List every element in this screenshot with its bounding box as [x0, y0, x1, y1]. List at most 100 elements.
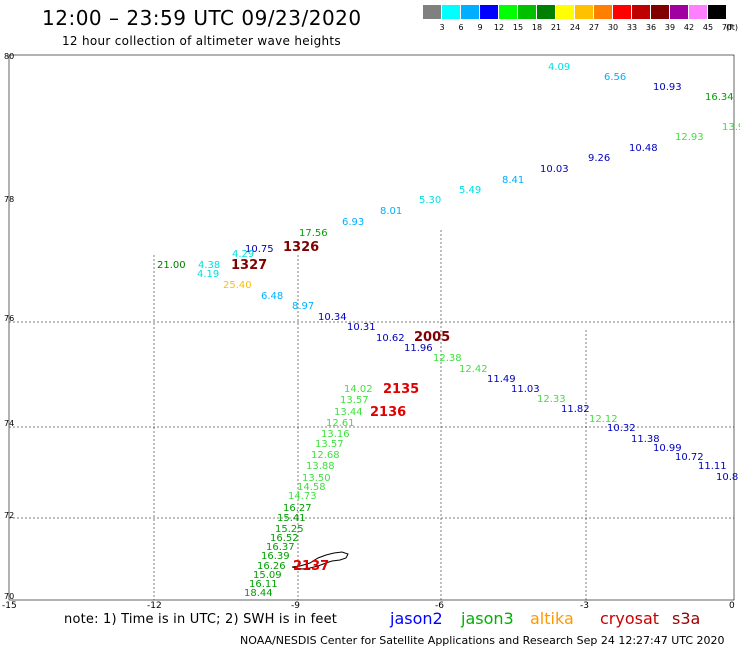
latitude-label: 80 [4, 52, 15, 61]
longitude-label: -3 [580, 601, 589, 611]
swh-value-label: 4.09 [548, 62, 570, 73]
latitude-label: 70 [4, 592, 15, 601]
pass-time-label: 2136 [370, 405, 406, 420]
swh-value-label: 10.32 [607, 423, 636, 434]
swh-value-label: 5.49 [459, 185, 481, 196]
swh-value-label: 13.9 [722, 122, 740, 133]
swh-value-label: 8.41 [502, 175, 524, 186]
swh-value-label: 13.88 [306, 461, 335, 472]
swh-value-label: 16.39 [261, 551, 290, 562]
swh-value-label: 10.03 [540, 164, 569, 175]
color-scale-label: 21 [550, 23, 562, 32]
color-scale-label: 6 [458, 23, 464, 32]
color-scale-swatch [708, 5, 726, 19]
color-scale-swatch [613, 5, 631, 19]
satellite-legend-item: s3a [672, 609, 701, 628]
swh-value-label: 5.30 [419, 195, 441, 206]
color-scale-swatch [518, 5, 536, 19]
color-scale-swatch [461, 5, 479, 19]
color-scale-swatch [480, 5, 498, 19]
latitude-label: 76 [4, 314, 15, 323]
satellite-legend-item: cryosat [600, 609, 660, 628]
swh-value-label: 14.58 [297, 482, 326, 493]
swh-value-label: 12.12 [589, 414, 618, 425]
swh-value-label: 6.48 [261, 291, 283, 302]
latitude-label: 74 [4, 419, 15, 428]
swh-value-label: 11.11 [698, 461, 727, 472]
swh-value-label: 8.97 [292, 301, 314, 312]
longitude-label: -12 [147, 601, 162, 611]
color-scale-swatch [442, 5, 460, 19]
page-subtitle: 12 hour collection of altimeter wave hei… [62, 34, 341, 48]
color-scale-label: 24 [569, 23, 581, 32]
swh-value-label: 11.82 [561, 404, 590, 415]
swh-value-label: 15.25 [275, 524, 304, 535]
color-scale-swatch [423, 5, 441, 19]
color-scale-swatch [594, 5, 612, 19]
swh-value-label: 10.72 [675, 452, 704, 463]
color-scale-label: 36 [645, 23, 657, 32]
swh-value-label: 21.00 [157, 260, 186, 271]
swh-value-label: 8.01 [380, 206, 402, 217]
swh-value-label: 16.11 [249, 579, 278, 590]
pass-time-label: 2005 [414, 330, 450, 345]
swh-value-label: 6.56 [604, 72, 626, 83]
color-scale-swatch [651, 5, 669, 19]
swh-value-label: 10.8 [716, 472, 738, 483]
longitude-label: 0 [729, 601, 735, 611]
swh-value-label: 12.33 [537, 394, 566, 405]
swh-value-label: 11.38 [631, 434, 660, 445]
color-scale-label: 45 [702, 23, 714, 32]
color-scale-label: 15 [512, 23, 524, 32]
swh-value-label: 12.68 [311, 450, 340, 461]
color-scale-swatch [575, 5, 593, 19]
swh-value-label: 13.16 [321, 429, 350, 440]
page-title: 12:00 – 23:59 UTC 09/23/2020 [42, 6, 362, 30]
swh-value-label: 12.93 [675, 132, 704, 143]
swh-value-label: 17.56 [299, 228, 328, 239]
color-scale-swatch [499, 5, 517, 19]
latitude-label: 72 [4, 511, 15, 520]
longitude-label: -6 [435, 601, 444, 611]
swh-value-label: 12.61 [326, 418, 355, 429]
color-scale-swatch [670, 5, 688, 19]
swh-value-label: 25.40 [223, 280, 252, 291]
color-scale-unit: (ft) [726, 23, 739, 32]
swh-value-label: 14.02 [344, 384, 373, 395]
swh-value-label: 13.57 [315, 439, 344, 450]
swh-value-label: 10.99 [653, 443, 682, 454]
color-scale-label: 39 [664, 23, 676, 32]
color-scale-swatch [689, 5, 707, 19]
swh-value-label: 4.19 [197, 269, 219, 280]
color-scale-label: 33 [626, 23, 638, 32]
color-scale-swatch [537, 5, 555, 19]
longitude-label: -9 [291, 601, 300, 611]
swh-value-label: 16.34 [705, 92, 734, 103]
color-scale-label: 3 [439, 23, 445, 32]
satellite-legend-item: jason3 [461, 609, 514, 628]
swh-value-label: 10.31 [347, 322, 376, 333]
swh-value-label: 16.26 [257, 561, 286, 572]
swh-value-label: 10.48 [629, 143, 658, 154]
swh-value-label: 10.62 [376, 333, 405, 344]
swh-value-label: 11.96 [404, 343, 433, 354]
swh-value-label: 12.42 [459, 364, 488, 375]
swh-value-label: 15.09 [253, 570, 282, 581]
swh-value-label: 13.57 [340, 395, 369, 406]
longitude-label: -15 [2, 601, 17, 611]
swh-value-label: 14.73 [288, 491, 317, 502]
swh-value-label: 15.41 [277, 513, 306, 524]
color-scale-label: 12 [493, 23, 505, 32]
color-scale-label: 70 [721, 23, 733, 32]
swh-value-label: 16.37 [266, 542, 295, 553]
pass-time-label: 1327 [231, 258, 267, 273]
swh-value-label: 6.93 [342, 217, 364, 228]
color-scale-swatch [556, 5, 574, 19]
jan-mayen-island-outline [291, 551, 349, 570]
swh-value-label: 11.49 [487, 374, 516, 385]
swh-value-label: 10.34 [318, 312, 347, 323]
pass-time-label: 2137 [293, 559, 329, 574]
swh-value-label: 13.50 [302, 473, 331, 484]
credit-line: NOAA/NESDIS Center for Satellite Applica… [240, 634, 725, 647]
